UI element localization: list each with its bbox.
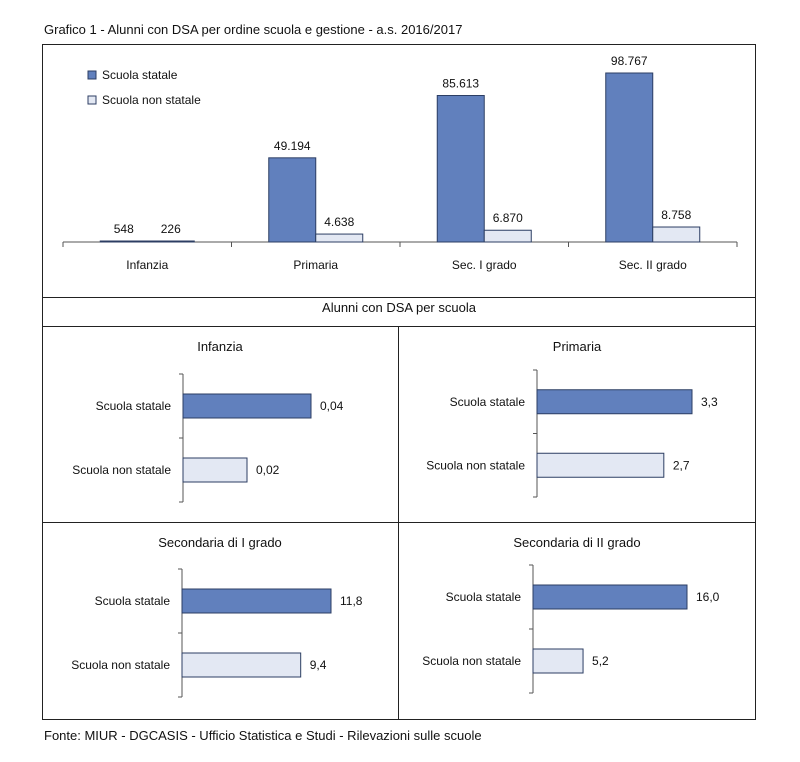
panel-title: Secondaria di II grado xyxy=(513,535,640,550)
data-label-statale: 98.767 xyxy=(611,54,648,68)
panel-infanzia: Infanzia Scuola statale 0,04 Scuola non sta… xyxy=(72,339,344,503)
bar-non-statale xyxy=(652,226,701,243)
data-label-non-statale: 4.638 xyxy=(324,215,354,229)
panel-title: Infanzia xyxy=(197,339,243,354)
data-label-non-statale: 226 xyxy=(161,222,181,236)
data-label-non-statale: 5,2 xyxy=(592,654,609,668)
bar-non-statale xyxy=(532,648,584,674)
panel-secondaria-i-grado: Secondaria di I grado Scuola statale 11,8 S… xyxy=(71,535,363,698)
bar-non-statale xyxy=(146,240,195,243)
bar-non-statale xyxy=(483,229,532,243)
category-label: Scuola statale xyxy=(446,590,522,604)
panel-title: Primaria xyxy=(553,339,602,354)
panel-secondaria-ii-grado: Secondaria di II grado Scuola statale 16,0… xyxy=(422,535,720,694)
data-label-statale: 0,04 xyxy=(320,399,344,413)
divider-middle xyxy=(42,522,756,523)
category-label: Scuola statale xyxy=(96,399,172,413)
divider-top xyxy=(42,297,756,298)
data-label-statale: 3,3 xyxy=(701,395,718,409)
panel-primaria: Primaria Scuola statale 3,3 Scuola non stat… xyxy=(426,339,718,498)
data-label-non-statale: 2,7 xyxy=(673,458,690,472)
category-label: Sec. I grado xyxy=(452,258,517,272)
figure-title: Grafico 1 - Alunni con DSA per ordine sc… xyxy=(44,22,463,37)
bar-statale xyxy=(181,588,332,614)
divider-subhead xyxy=(42,326,756,327)
data-label-non-statale: 9,4 xyxy=(310,658,327,672)
category-label: Scuola non statale xyxy=(426,458,525,472)
panel-title: Secondaria di I grado xyxy=(158,535,282,550)
category-label: Scuola non statale xyxy=(71,658,170,672)
section-title: Alunni con DSA per scuola xyxy=(322,300,476,315)
data-label-non-statale: 0,02 xyxy=(256,463,280,477)
legend-swatch-non-statale xyxy=(87,95,97,105)
legend-swatch-statale xyxy=(87,70,97,80)
data-label-non-statale: 8.758 xyxy=(661,208,691,222)
figure-frame xyxy=(42,44,756,720)
divider-vertical xyxy=(398,326,399,719)
legend-label-statale: Scuola statale xyxy=(102,68,178,82)
bar-statale xyxy=(532,584,688,610)
category-label: Scuola statale xyxy=(95,594,171,608)
data-label-statale: 85.613 xyxy=(442,77,479,91)
category-label: Scuola statale xyxy=(450,395,526,409)
data-label-non-statale: 6.870 xyxy=(493,211,523,225)
category-label: Infanzia xyxy=(126,258,168,272)
bar-non-statale xyxy=(315,233,364,243)
data-label-statale: 16,0 xyxy=(696,590,720,604)
data-label-statale: 548 xyxy=(114,222,134,236)
bar-non-statale xyxy=(536,452,665,478)
bar-statale xyxy=(536,389,693,415)
bar-statale xyxy=(182,393,312,419)
main-bar-chart: 548 226 Infanzia 49.194 4.638 Primaria 85.613 6… xyxy=(62,54,738,272)
bar-statale xyxy=(99,240,148,243)
data-label-statale: 49.194 xyxy=(274,139,311,153)
bar-statale xyxy=(268,157,317,243)
legend-label-non-statale: Scuola non statale xyxy=(102,93,201,107)
category-label: Scuola non statale xyxy=(422,654,521,668)
bar-non-statale xyxy=(182,457,248,483)
bar-statale xyxy=(436,95,485,243)
category-label: Primaria xyxy=(293,258,338,272)
figure-source: Fonte: MIUR - DGCASIS - Ufficio Statisti… xyxy=(44,728,482,743)
category-label: Sec. II grado xyxy=(619,258,687,272)
category-label: Scuola non statale xyxy=(72,463,171,477)
bar-statale xyxy=(605,72,654,243)
data-label-statale: 11,8 xyxy=(340,594,363,608)
bar-non-statale xyxy=(181,652,302,678)
